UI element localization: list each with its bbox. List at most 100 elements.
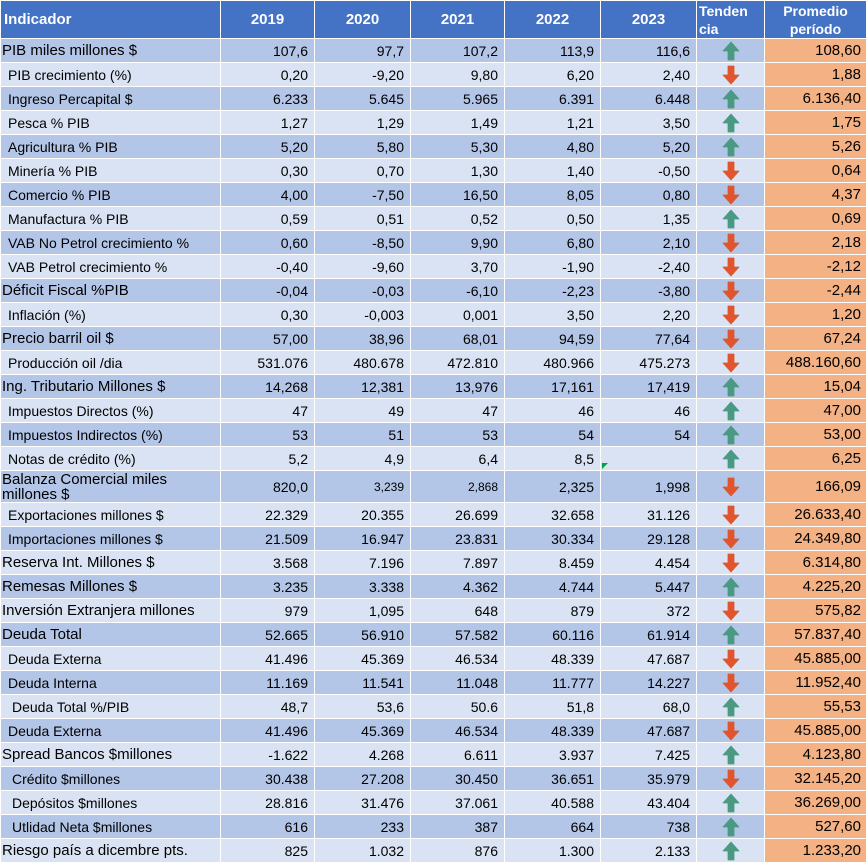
arrow-up-icon: [722, 113, 739, 132]
value-cell-2022: 2,325: [504, 470, 601, 503]
value-cell-2019: 979: [220, 598, 315, 623]
arrow-down-icon: [722, 185, 739, 204]
value-cell-2019: 11.169: [220, 670, 315, 695]
trend-cell: [696, 550, 765, 575]
average-cell: 5,26: [764, 134, 867, 159]
value-cell-2023: 3,50: [600, 110, 697, 135]
arrow-down-icon: [722, 305, 739, 324]
value-cell-2021: 68,01: [410, 326, 505, 351]
value-cell-2023: 35.979: [600, 766, 697, 791]
value-cell-2021: 50.6: [410, 694, 505, 719]
value-cell-2023: 0,80: [600, 182, 697, 207]
value-cell-2021: 13,976: [410, 374, 505, 399]
value-cell-2022: 60.116: [504, 622, 601, 647]
average-cell: -2,12: [764, 254, 867, 279]
value-cell-2021: 6,4: [410, 446, 505, 471]
value-cell-2019: 0,59: [220, 206, 315, 231]
value-cell-2021: 11.048: [410, 670, 505, 695]
value-cell-2020: -0,003: [314, 302, 411, 327]
value-cell-2023: -3,80: [600, 278, 697, 303]
table-row: Riesgo país a dicembre pts. 825 1.032 876 1.…: [0, 838, 867, 863]
trend-cell: [696, 182, 765, 207]
value-cell-2023: -0,50: [600, 158, 697, 183]
value-cell-2020: 31.476: [314, 790, 411, 815]
value-cell-2020: 233: [314, 814, 411, 839]
indicator-label: Inflación (%): [0, 302, 221, 327]
arrow-down-icon: [722, 281, 739, 300]
value-cell-2020: 480.678: [314, 350, 411, 375]
average-cell: 4,37: [764, 182, 867, 207]
value-cell-2023: 116,6: [600, 38, 697, 63]
indicator-label: Manufactura % PIB: [0, 206, 221, 231]
value-cell-2022: 48.339: [504, 646, 601, 671]
value-cell-2020: 4,9: [314, 446, 411, 471]
value-cell-2020: 49: [314, 398, 411, 423]
arrow-up-icon: [722, 41, 739, 60]
indicator-label: Deuda Total %/PIB: [0, 694, 221, 719]
value-cell-2019: 28.816: [220, 790, 315, 815]
table-row: Inversión Extranjera millones 979 1,095 648…: [0, 598, 867, 623]
arrow-up-icon: [722, 697, 739, 716]
value-cell-2020: -8,50: [314, 230, 411, 255]
value-cell-2022: 1,21: [504, 110, 601, 135]
table-body: PIB miles millones $107,6 97,7 107,2 113,9 1…: [0, 38, 867, 863]
value-cell-2019: 14,268: [220, 374, 315, 399]
value-cell-2022: 51,8: [504, 694, 601, 719]
average-cell: 4.123,80: [764, 742, 867, 767]
indicator-label: VAB No Petrol crecimiento %: [0, 230, 221, 255]
value-cell-2021: 1,30: [410, 158, 505, 183]
average-cell: 45.885,00: [764, 646, 867, 671]
value-cell-2023: 5.447: [600, 574, 697, 599]
indicator-label: Deuda Externa: [0, 718, 221, 743]
value-cell-2023: -2,40: [600, 254, 697, 279]
value-cell-2020: 3.338: [314, 574, 411, 599]
average-cell: 55,53: [764, 694, 867, 719]
table-row: Minería % PIB 0,30 0,70 1,30 1,40 -0,50 0,64: [0, 158, 867, 183]
table-row: Deuda Interna 11.169 11.541 11.048 11.777 14.…: [0, 670, 867, 695]
value-cell-2019: 48,7: [220, 694, 315, 719]
average-cell: 0,69: [764, 206, 867, 231]
value-cell-2019: 21.509: [220, 526, 315, 551]
value-cell-2019: 616: [220, 814, 315, 839]
arrow-up-icon: [722, 401, 739, 420]
average-cell: 47,00: [764, 398, 867, 423]
value-cell-2020: 1,29: [314, 110, 411, 135]
value-cell-2022: 8.459: [504, 550, 601, 575]
trend-cell: [696, 422, 765, 447]
table-row: Deuda Externa 41.496 45.369 46.534 48.339 47.…: [0, 718, 867, 743]
average-cell: 4.225,20: [764, 574, 867, 599]
value-cell-2023: 475.273: [600, 350, 697, 375]
value-cell-2020: 7.196: [314, 550, 411, 575]
value-cell-2019: 47: [220, 398, 315, 423]
value-cell-2021: -6,10: [410, 278, 505, 303]
arrow-down-icon: [722, 673, 739, 692]
value-cell-2023: 372: [600, 598, 697, 623]
indicator-label: Utlidad Neta $millones: [0, 814, 221, 839]
table-row: VAB Petrol crecimiento % -0,40 -9,60 3,70 -1…: [0, 254, 867, 279]
table-row: Déficit Fiscal %PIB -0,04 -0,03 -6,10 -2,23-…: [0, 278, 867, 303]
value-cell-2019: 820,0: [220, 470, 315, 503]
value-cell-2023: 31.126: [600, 502, 697, 527]
value-cell-2020: 27.208: [314, 766, 411, 791]
average-cell: 1,20: [764, 302, 867, 327]
value-cell-2022: 6,80: [504, 230, 601, 255]
value-cell-2021: 7.897: [410, 550, 505, 575]
indicator-label: Deuda Total: [0, 622, 221, 647]
value-cell-2021: 107,2: [410, 38, 505, 63]
header-year-2019: 2019: [220, 0, 315, 39]
value-cell-2022: 113,9: [504, 38, 601, 63]
average-cell: 67,24: [764, 326, 867, 351]
value-cell-2023: 1,35: [600, 206, 697, 231]
value-cell-2019: -0,04: [220, 278, 315, 303]
value-cell-2019: -1.622: [220, 742, 315, 767]
header-year-2022: 2022: [504, 0, 601, 39]
table-row: Impuestos Directos (%) 47 49 47 46 46 47,00: [0, 398, 867, 423]
value-cell-2020: -9,20: [314, 62, 411, 87]
value-cell-2023: 4.454: [600, 550, 697, 575]
indicator-label: Deuda Interna: [0, 670, 221, 695]
value-cell-2020: 1.032: [314, 838, 411, 863]
value-cell-2019: 41.496: [220, 646, 315, 671]
value-cell-2021: 46.534: [410, 718, 505, 743]
value-cell-2021: 5.965: [410, 86, 505, 111]
value-cell-2022: 54: [504, 422, 601, 447]
